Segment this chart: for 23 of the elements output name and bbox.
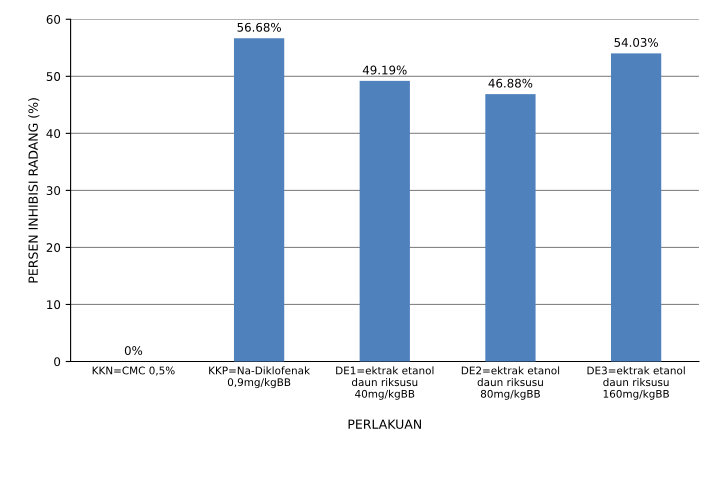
bar (485, 94, 536, 362)
x-tick-label: DE3=ektrak etanol daun riksusu 160mg/kgBB (588, 366, 685, 400)
x-tick-label: DE1=ektrak etanol daun riksusu 40mg/kgBB (336, 366, 434, 400)
bar (360, 80, 410, 362)
data-label: 56.68% (238, 22, 281, 32)
bar (610, 53, 662, 362)
x-axis-title: PERLAKUAN (348, 420, 421, 429)
data-label: 0% (124, 346, 142, 356)
data-label: 46.88% (488, 78, 532, 88)
y-tick-label: 50 (46, 72, 60, 81)
y-axis-title: PERSEN INHIBISI RADANG (%) (28, 98, 40, 282)
y-tick-label: 40 (46, 129, 60, 138)
data-label: 54.03% (614, 38, 658, 47)
x-tick-label: KKN=CMC 0,5% (92, 366, 175, 376)
y-tick-label: 20 (46, 243, 60, 252)
y-tick-label: 60 (46, 15, 60, 24)
y-tick-label: 10 (47, 300, 60, 310)
bar (234, 38, 284, 362)
y-tick-label: 0 (54, 357, 60, 366)
y-tick-label: 30 (46, 186, 60, 196)
x-tick-label: KKP=Na-Diklofenak 0,9mg/kgBB (209, 366, 310, 388)
data-label: 49.19% (362, 66, 407, 74)
x-tick-label: DE2=ektrak etanol daun riksusu 80mg/kgBB (462, 366, 560, 400)
